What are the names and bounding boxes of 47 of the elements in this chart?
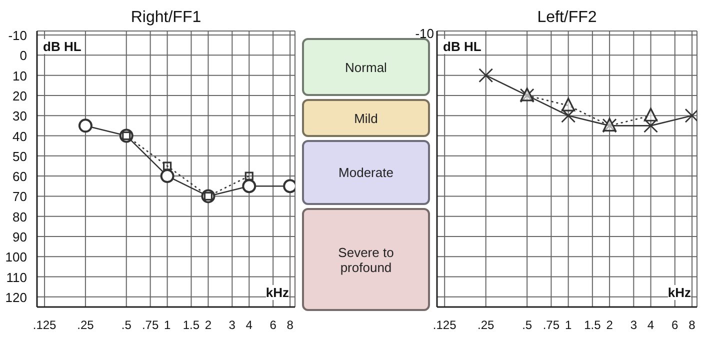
x-tick-label: .25 <box>77 318 94 332</box>
y-tick-label: 120 <box>5 290 27 305</box>
x-tick-label: 3 <box>228 318 236 332</box>
x-axis-title: kHz <box>668 285 691 300</box>
y-tick-label: 70 <box>12 189 27 204</box>
category-label: Normal <box>345 60 387 74</box>
category-label: Mild <box>302 99 430 137</box>
y-tick-label: 20 <box>12 88 27 104</box>
y-tick-label: 80 <box>12 209 27 224</box>
chart-title: Right/FF1 <box>130 9 202 27</box>
x-tick-label: .5 <box>522 318 532 332</box>
chart-title: Left/FF2 <box>536 9 598 27</box>
x-tick-label: 1 <box>564 318 572 332</box>
x-tick-label: 4 <box>246 318 253 332</box>
x-tick-label: 4 <box>647 318 654 332</box>
x-tick-label: .25 <box>477 318 495 332</box>
y-axis-title: dB HL <box>43 39 82 54</box>
x-tick-label: .125 <box>432 318 457 332</box>
y-axis-title: dB HL <box>443 39 482 54</box>
x-tick-label: .125 <box>32 318 57 332</box>
x-tick-label: .75 <box>142 318 159 332</box>
y-tick-label: -10 <box>8 28 27 44</box>
x-tick-label: 2 <box>204 318 212 332</box>
category-label: Severe to profound <box>302 208 430 311</box>
y-tick-label: 40 <box>12 128 27 144</box>
text: -10 <box>415 26 434 42</box>
y-tick-label: 100 <box>5 250 27 265</box>
x-tick-label: .75 <box>542 318 560 332</box>
x-tick-label: 6 <box>270 318 277 332</box>
x-tick-label: .5 <box>121 318 132 332</box>
x-tick-label: 6 <box>672 318 679 332</box>
y-tick-label: 10 <box>12 68 27 84</box>
y-tick-label: 60 <box>12 169 27 184</box>
x-tick-label: 1.5 <box>584 318 602 332</box>
x-axis-title: kHz <box>266 285 289 300</box>
x-tick-label: 1.5 <box>182 318 200 332</box>
x-tick-label: 8 <box>688 318 696 332</box>
x-tick-label: 2 <box>606 318 614 332</box>
x-tick-label: 1 <box>164 318 171 332</box>
category-label: Moderate <box>302 140 430 205</box>
x-tick-label: 8 <box>286 318 294 332</box>
y-tick-label: 50 <box>12 148 27 164</box>
y-tick-label: 90 <box>12 229 27 244</box>
y-tick-label: 110 <box>6 270 27 285</box>
y-tick-label: 30 <box>12 108 27 124</box>
x-tick-label: 3 <box>630 318 638 332</box>
y-tick-label: 0 <box>20 48 27 64</box>
